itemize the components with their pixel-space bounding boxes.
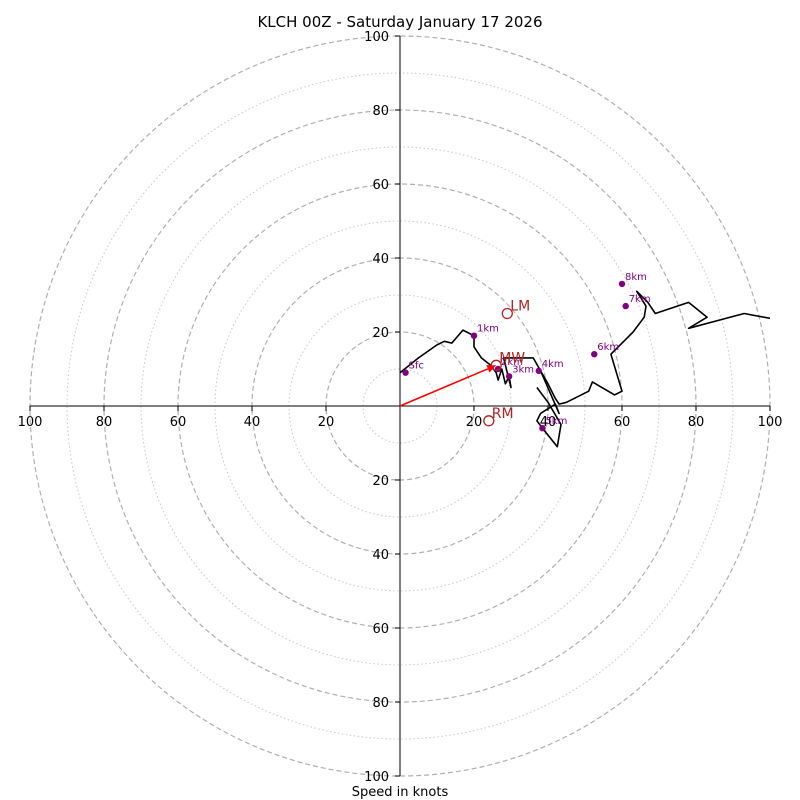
height-point-label: 2km: [501, 357, 523, 368]
storm-motion-marker: [501, 307, 513, 320]
y-tick-label: 80: [372, 696, 389, 711]
storm-motion-label: LM: [510, 299, 530, 315]
height-point-marker: [539, 425, 546, 432]
height-point-marker: [591, 351, 598, 358]
y-tick-label: 20: [372, 326, 389, 341]
x-tick-label: 40: [244, 415, 261, 430]
x-tick-label: 60: [170, 415, 187, 430]
height-point-label: Sfc: [409, 361, 424, 372]
wind-trace-line: [399, 290, 770, 405]
x-tick-label: 100: [758, 415, 783, 430]
chart-title: KLCH 00Z - Saturday January 17 2026: [257, 13, 542, 31]
y-tick-label: 60: [372, 622, 389, 637]
storm-motions: LM MW RM: [483, 299, 530, 427]
height-point-label: 7km: [629, 294, 651, 305]
wind-trace-loop: [536, 370, 562, 448]
storm-motion-marker: [483, 415, 495, 427]
height-point-marker: [470, 332, 478, 339]
storm-motion-label: RM: [492, 406, 514, 422]
x-tick-label: 20: [318, 415, 335, 430]
height-point-marker: [402, 369, 409, 376]
height-point-marker: [535, 367, 542, 375]
y-tick-label: 20: [372, 474, 389, 489]
mean-wind-arrow-shaft: [399, 368, 489, 407]
y-tick-label: 80: [372, 104, 389, 119]
x-tick-label: 80: [96, 415, 113, 430]
wind-trace: [399, 290, 770, 448]
height-point-label: 5km: [545, 416, 567, 427]
x-tick-label: 100: [18, 415, 43, 430]
height-point-label: 3km: [512, 364, 534, 375]
storm-motion-label: MW: [499, 350, 525, 366]
y-tick-label: 40: [372, 252, 389, 267]
y-tick-label: 100: [364, 30, 389, 45]
height-point-marker: [505, 373, 513, 380]
height-point-label: 6km: [597, 342, 619, 353]
x-tick-label: 80: [688, 415, 705, 430]
storm-motion-marker: [490, 359, 502, 371]
y-tick-label: 60: [372, 178, 389, 193]
height-point-label: 1km: [477, 324, 499, 335]
x-tick-label: 60: [614, 415, 631, 430]
y-tick-label: 40: [372, 548, 389, 563]
x-axis-label: Speed in knots: [352, 785, 449, 800]
height-point-label: 8km: [625, 272, 647, 283]
x-tick-label: 20: [466, 415, 483, 430]
mean-wind-vector: [399, 365, 497, 407]
height-point-marker: [622, 302, 629, 310]
mean-wind-arrow-head: [486, 365, 497, 373]
y-tick-label: 100: [364, 770, 389, 785]
height-point-marker: [618, 280, 626, 288]
height-point-label: 4km: [542, 359, 564, 370]
